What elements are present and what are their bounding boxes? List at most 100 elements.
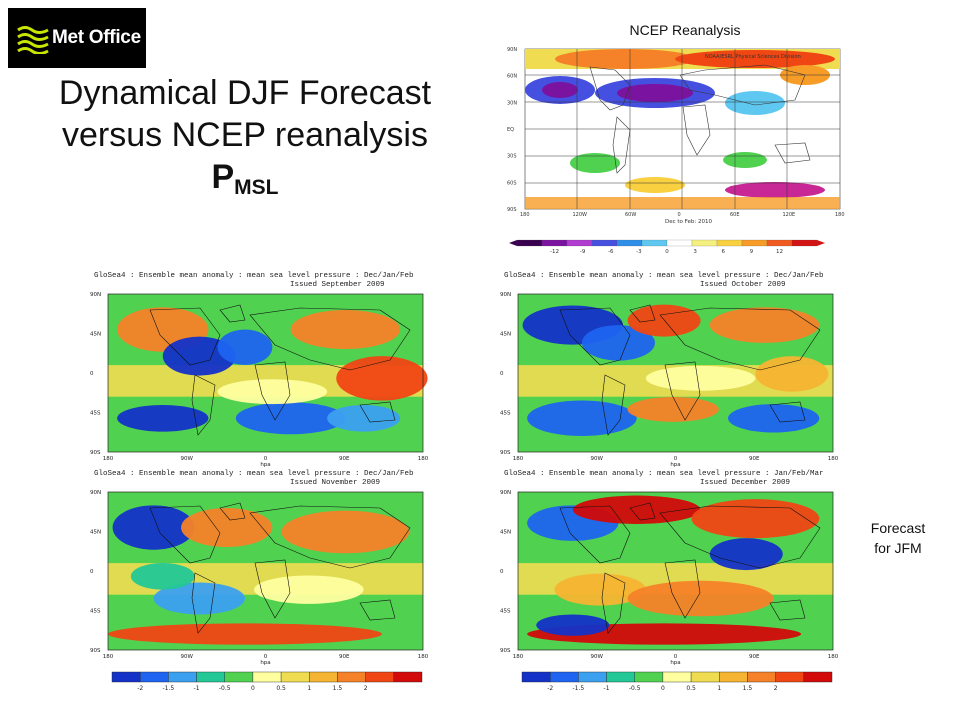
- colorbar-tick: 1: [307, 685, 311, 692]
- title-symbol: PMSL: [20, 156, 470, 209]
- forecast-map-issued: Issued October 2009: [700, 281, 786, 289]
- anomaly-region: [627, 304, 701, 337]
- colorbar-swatch: [196, 671, 225, 683]
- ncep-colorbar-tick: -12: [550, 249, 559, 254]
- colorbar-tick: -2: [547, 685, 553, 692]
- unit-label: hpa: [670, 462, 680, 468]
- anomaly-region: [645, 365, 756, 391]
- ncep-lat-tick: 60S: [507, 180, 517, 186]
- colorbar-swatch: [337, 671, 366, 683]
- colorbar-swatch: [111, 671, 141, 683]
- forecast-map-issued: Issued December 2009: [700, 479, 791, 487]
- unit-label: hpa: [670, 660, 680, 666]
- colorbar-tick: -0.5: [629, 685, 641, 692]
- colorbar-swatch: [691, 239, 718, 247]
- colorbar-swatch: [775, 671, 805, 683]
- colorbar-swatch: [641, 239, 668, 247]
- ncep-caption: NCEP Reanalysis: [629, 22, 741, 38]
- ncep-colorbar-tick: 12: [776, 249, 783, 254]
- colorbar-swatch: [766, 239, 793, 247]
- ncep-lat-tick: 30S: [507, 154, 517, 160]
- anomaly-region: [627, 580, 774, 617]
- anomaly-region: [709, 307, 820, 343]
- colorbar-tick: -1: [604, 685, 610, 692]
- ncep-colorbar-tick: 6: [722, 249, 726, 254]
- anomaly-region: [755, 356, 829, 392]
- lat-tick: 90S: [90, 450, 101, 456]
- colorbar-swatch: [719, 671, 748, 683]
- lat-tick: 45S: [90, 609, 101, 615]
- forecast-map-panel: GloSea4 : Ensemble mean anomaly : mean s…: [90, 272, 435, 468]
- colorbar-tick: 2: [364, 685, 368, 692]
- colorbar-swatch: [224, 671, 254, 683]
- ncep-lon-tick: 120W: [573, 212, 588, 218]
- lon-tick: 180: [828, 654, 839, 660]
- map-frame: [517, 293, 834, 453]
- forecast-map-issued: Issued September 2009: [290, 281, 385, 289]
- logo-text: Met Office: [52, 27, 141, 48]
- colorbar-swatch: [791, 239, 818, 247]
- anomaly-region: [728, 404, 820, 433]
- anomaly-region: [130, 563, 195, 590]
- colorbar-swatch: [393, 671, 423, 683]
- forecast-map-panel: GloSea4 : Ensemble mean anomaly : mean s…: [500, 470, 845, 666]
- unit-label: hpa: [260, 660, 270, 666]
- lat-tick: 45S: [500, 609, 511, 615]
- colorbar-swatch: [690, 671, 720, 683]
- anomaly-region: [536, 614, 610, 636]
- ncep-colorbar-tick: 0: [665, 249, 669, 254]
- anomaly-region: [527, 400, 637, 437]
- forecast-map-issued: Issued November 2009: [290, 479, 381, 487]
- anomaly-region: [290, 309, 401, 350]
- colorbar-swatch: [252, 671, 282, 683]
- anomaly-region: [691, 499, 820, 539]
- title-line-1: Dynamical DJF Forecast: [58, 74, 432, 112]
- lon-tick: 90W: [181, 654, 194, 660]
- anomaly-region: [581, 325, 655, 361]
- forecast-colorbar-left-svg: -2 -1.5 -1 -0.5 0 0.5 1 1.5 2: [111, 671, 423, 692]
- title-subscript: MSL: [234, 176, 279, 199]
- ncep-lat-tick: 30N: [507, 100, 517, 106]
- anomaly-region: [162, 336, 236, 376]
- slide-title: Dynamical DJF Forecast versus NCEP reana…: [20, 72, 470, 209]
- colorbar-swatch: [549, 671, 579, 683]
- colorbar-tick: -1: [194, 685, 200, 692]
- colorbar-swatch: [662, 671, 692, 683]
- lat-tick: 0: [90, 569, 94, 575]
- forecast-map-title: GloSea4 : Ensemble mean anomaly : mean s…: [94, 272, 414, 280]
- side-caption-line-1: Forecast: [870, 520, 926, 536]
- lon-tick: 180: [513, 456, 524, 462]
- colorbar-tick: 0.5: [276, 685, 286, 692]
- lat-tick: 90N: [90, 292, 101, 298]
- anomaly-region: [108, 623, 382, 645]
- wave-lines-icon: [17, 26, 49, 54]
- colorbar-arrow-left: [509, 240, 517, 246]
- colorbar-tick: 2: [774, 685, 778, 692]
- lat-tick: 0: [500, 371, 504, 377]
- forecast-colorbar-left: -2 -1.5 -1 -0.5 0 0.5 1 1.5 2: [108, 670, 426, 692]
- colorbar-swatch: [578, 671, 607, 683]
- colorbar-swatch: [616, 239, 643, 247]
- anomaly-region: [217, 379, 328, 405]
- map-frame: [107, 293, 424, 453]
- lon-tick: 90W: [181, 456, 194, 462]
- ncep-lat-tick: EQ: [507, 127, 514, 133]
- colorbar-tick: 0: [251, 685, 255, 692]
- colorbar-swatch: [591, 239, 618, 247]
- ncep-lon-tick: 180: [835, 212, 845, 218]
- lon-tick: 90E: [339, 654, 350, 660]
- ncep-colorbar-tick: -9: [580, 249, 586, 254]
- lon-tick: 180: [103, 654, 114, 660]
- lat-tick: 90S: [500, 648, 511, 654]
- lon-tick: 180: [828, 456, 839, 462]
- title-p: P: [211, 158, 235, 196]
- anomaly-region: [112, 505, 195, 550]
- colorbar-swatch: [741, 239, 768, 247]
- ncep-colorbar-tick: 3: [693, 249, 697, 254]
- ncep-colorbar-tick: 9: [750, 249, 754, 254]
- forecast-map-panel: GloSea4 : Ensemble mean anomaly : mean s…: [500, 272, 845, 468]
- lat-tick: 0: [500, 569, 504, 575]
